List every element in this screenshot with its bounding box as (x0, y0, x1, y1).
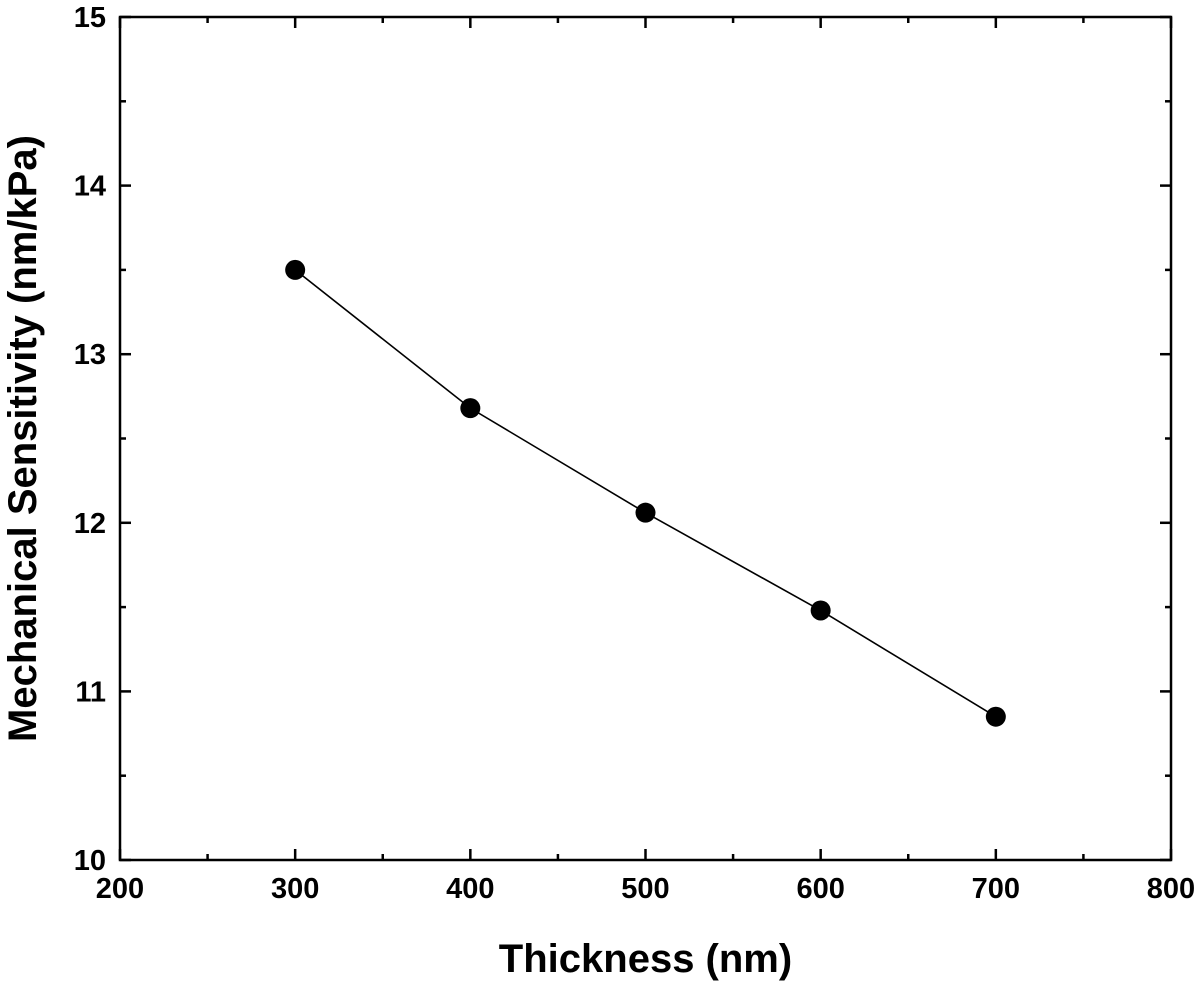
y-tick-label: 13 (74, 339, 106, 371)
x-tick-label: 400 (446, 873, 494, 905)
plot-frame (118, 15, 1173, 862)
x-tick-label: 800 (1147, 873, 1195, 905)
y-tick-label: 11 (75, 676, 106, 708)
data-point (810, 600, 831, 621)
tick-labels: 200 300 400 500 600 700 800 10 11 12 13 14 15 (74, 2, 1195, 905)
major-ticks (118, 15, 1173, 862)
data-point (985, 706, 1006, 727)
y-tick-label: 10 (74, 845, 106, 877)
data-point (285, 259, 306, 280)
x-axis-title: Thickness (nm) (499, 937, 792, 981)
x-tick-label: 500 (621, 873, 669, 905)
y-tick-label: 14 (74, 171, 106, 203)
data-point (635, 502, 656, 523)
y-axis-title: Mechanical Sensitivity (nm/kPa) (1, 135, 45, 742)
minor-ticks (120, 17, 1171, 860)
y-tick-label: 12 (74, 508, 106, 540)
x-tick-label: 700 (972, 873, 1020, 905)
series-line (294, 269, 997, 718)
series (285, 259, 1006, 727)
data-point (460, 398, 481, 419)
x-tick-label: 600 (796, 873, 844, 905)
y-tick-label: 15 (74, 2, 106, 34)
x-tick-label: 300 (271, 873, 319, 905)
x-tick-label: 200 (96, 873, 144, 905)
